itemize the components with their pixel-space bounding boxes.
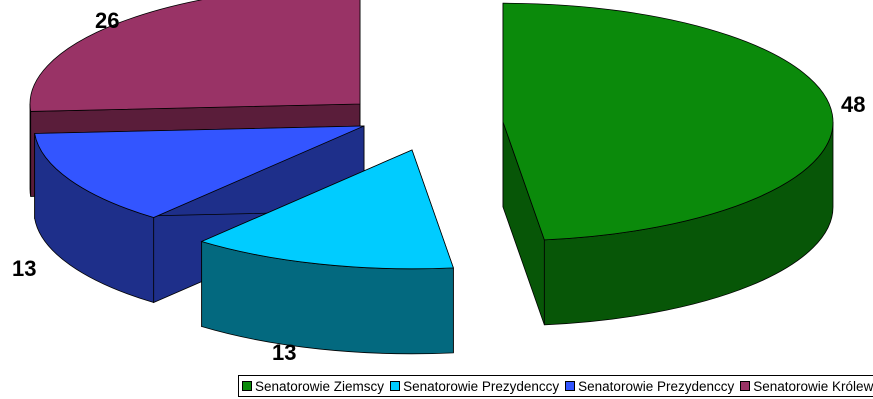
pie-chart: 26 13 48 13 xyxy=(12,0,865,365)
legend-label: Senatorowie Ziemscy xyxy=(255,378,385,394)
legend-item-ziemscy: Senatorowie Ziemscy xyxy=(242,379,384,394)
pie-slice-top xyxy=(34,125,365,218)
legend-label: Senatorowie Prezydenccy xyxy=(403,378,560,394)
legend-item-krolewscy: Senatorowie Królewscy xyxy=(740,379,873,394)
pie-slice-top xyxy=(29,0,361,112)
legend-label: Senatorowie Prezydenccy xyxy=(578,378,735,394)
pie-slice-top xyxy=(502,2,834,241)
pie-slice-top xyxy=(200,149,454,270)
pie-slice-2 xyxy=(34,125,365,304)
legend-swatch xyxy=(740,381,751,391)
legend-swatch xyxy=(390,381,401,391)
data-label: 13 xyxy=(272,340,296,365)
pie-slice-0 xyxy=(502,2,834,326)
legend-item-prezydenccy-dark: Senatorowie Prezydenccy xyxy=(565,379,734,394)
data-label: 48 xyxy=(841,92,865,117)
legend-swatch xyxy=(565,381,576,391)
legend-item-prezydenccy-light: Senatorowie Prezydenccy xyxy=(390,379,559,394)
pie-slice-side xyxy=(29,103,32,197)
data-label: 13 xyxy=(12,256,36,281)
legend-swatch xyxy=(242,381,252,391)
legend: Senatorowie Ziemscy Senatorowie Prezyden… xyxy=(238,375,873,397)
legend-label: Senatorowie Królewscy xyxy=(753,378,873,394)
pie-slice-1 xyxy=(200,149,454,355)
data-label: 26 xyxy=(95,8,119,33)
